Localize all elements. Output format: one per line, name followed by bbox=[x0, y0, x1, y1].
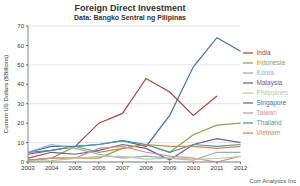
svg-text:2011: 2011 bbox=[210, 165, 224, 171]
svg-text:2006: 2006 bbox=[92, 165, 106, 171]
svg-text:0: 0 bbox=[21, 159, 25, 165]
svg-text:2008: 2008 bbox=[139, 165, 153, 171]
html-text:Data: Bangko Sentral ng Pilipi: Data: Bangko Sentral ng Pilipinas bbox=[74, 14, 186, 21]
html-text:Thailand: Thailand bbox=[256, 118, 282, 126]
svg-text:40: 40 bbox=[17, 81, 24, 87]
svg-text:2010: 2010 bbox=[187, 165, 201, 171]
svg-text:Current US Dollars ($Billions): Current US Dollars ($Billions) bbox=[8, 55, 9, 133]
html-text:Philippines: Philippines bbox=[256, 88, 288, 96]
html-text:Corr Analytics Inc: Corr Analytics Inc bbox=[249, 178, 296, 184]
svg-text:2003: 2003 bbox=[21, 165, 35, 171]
svg-text:50: 50 bbox=[17, 62, 24, 68]
html-text:Malaysia: Malaysia bbox=[256, 78, 283, 86]
svg-text:2005: 2005 bbox=[69, 165, 83, 171]
svg-text:70: 70 bbox=[17, 23, 24, 29]
html-text:India: India bbox=[256, 48, 271, 56]
svg-text:30: 30 bbox=[17, 101, 24, 107]
svg-text:10: 10 bbox=[17, 140, 24, 146]
svg-text:2009: 2009 bbox=[163, 165, 177, 171]
html-text:Korea: Korea bbox=[256, 68, 274, 76]
html-text:Vietnam: Vietnam bbox=[256, 128, 281, 136]
html-text:Singapore: Singapore bbox=[256, 98, 287, 106]
svg-text:2007: 2007 bbox=[116, 165, 130, 171]
html-text:Foreign Direct Investment: Foreign Direct Investment bbox=[74, 3, 186, 13]
html-text:Indonesia: Indonesia bbox=[256, 58, 285, 66]
svg-text:60: 60 bbox=[17, 43, 24, 49]
svg-text:2012: 2012 bbox=[234, 165, 248, 171]
html-text:Taiwan: Taiwan bbox=[256, 108, 277, 116]
svg-text:20: 20 bbox=[17, 120, 24, 126]
svg-text:2004: 2004 bbox=[45, 165, 59, 171]
